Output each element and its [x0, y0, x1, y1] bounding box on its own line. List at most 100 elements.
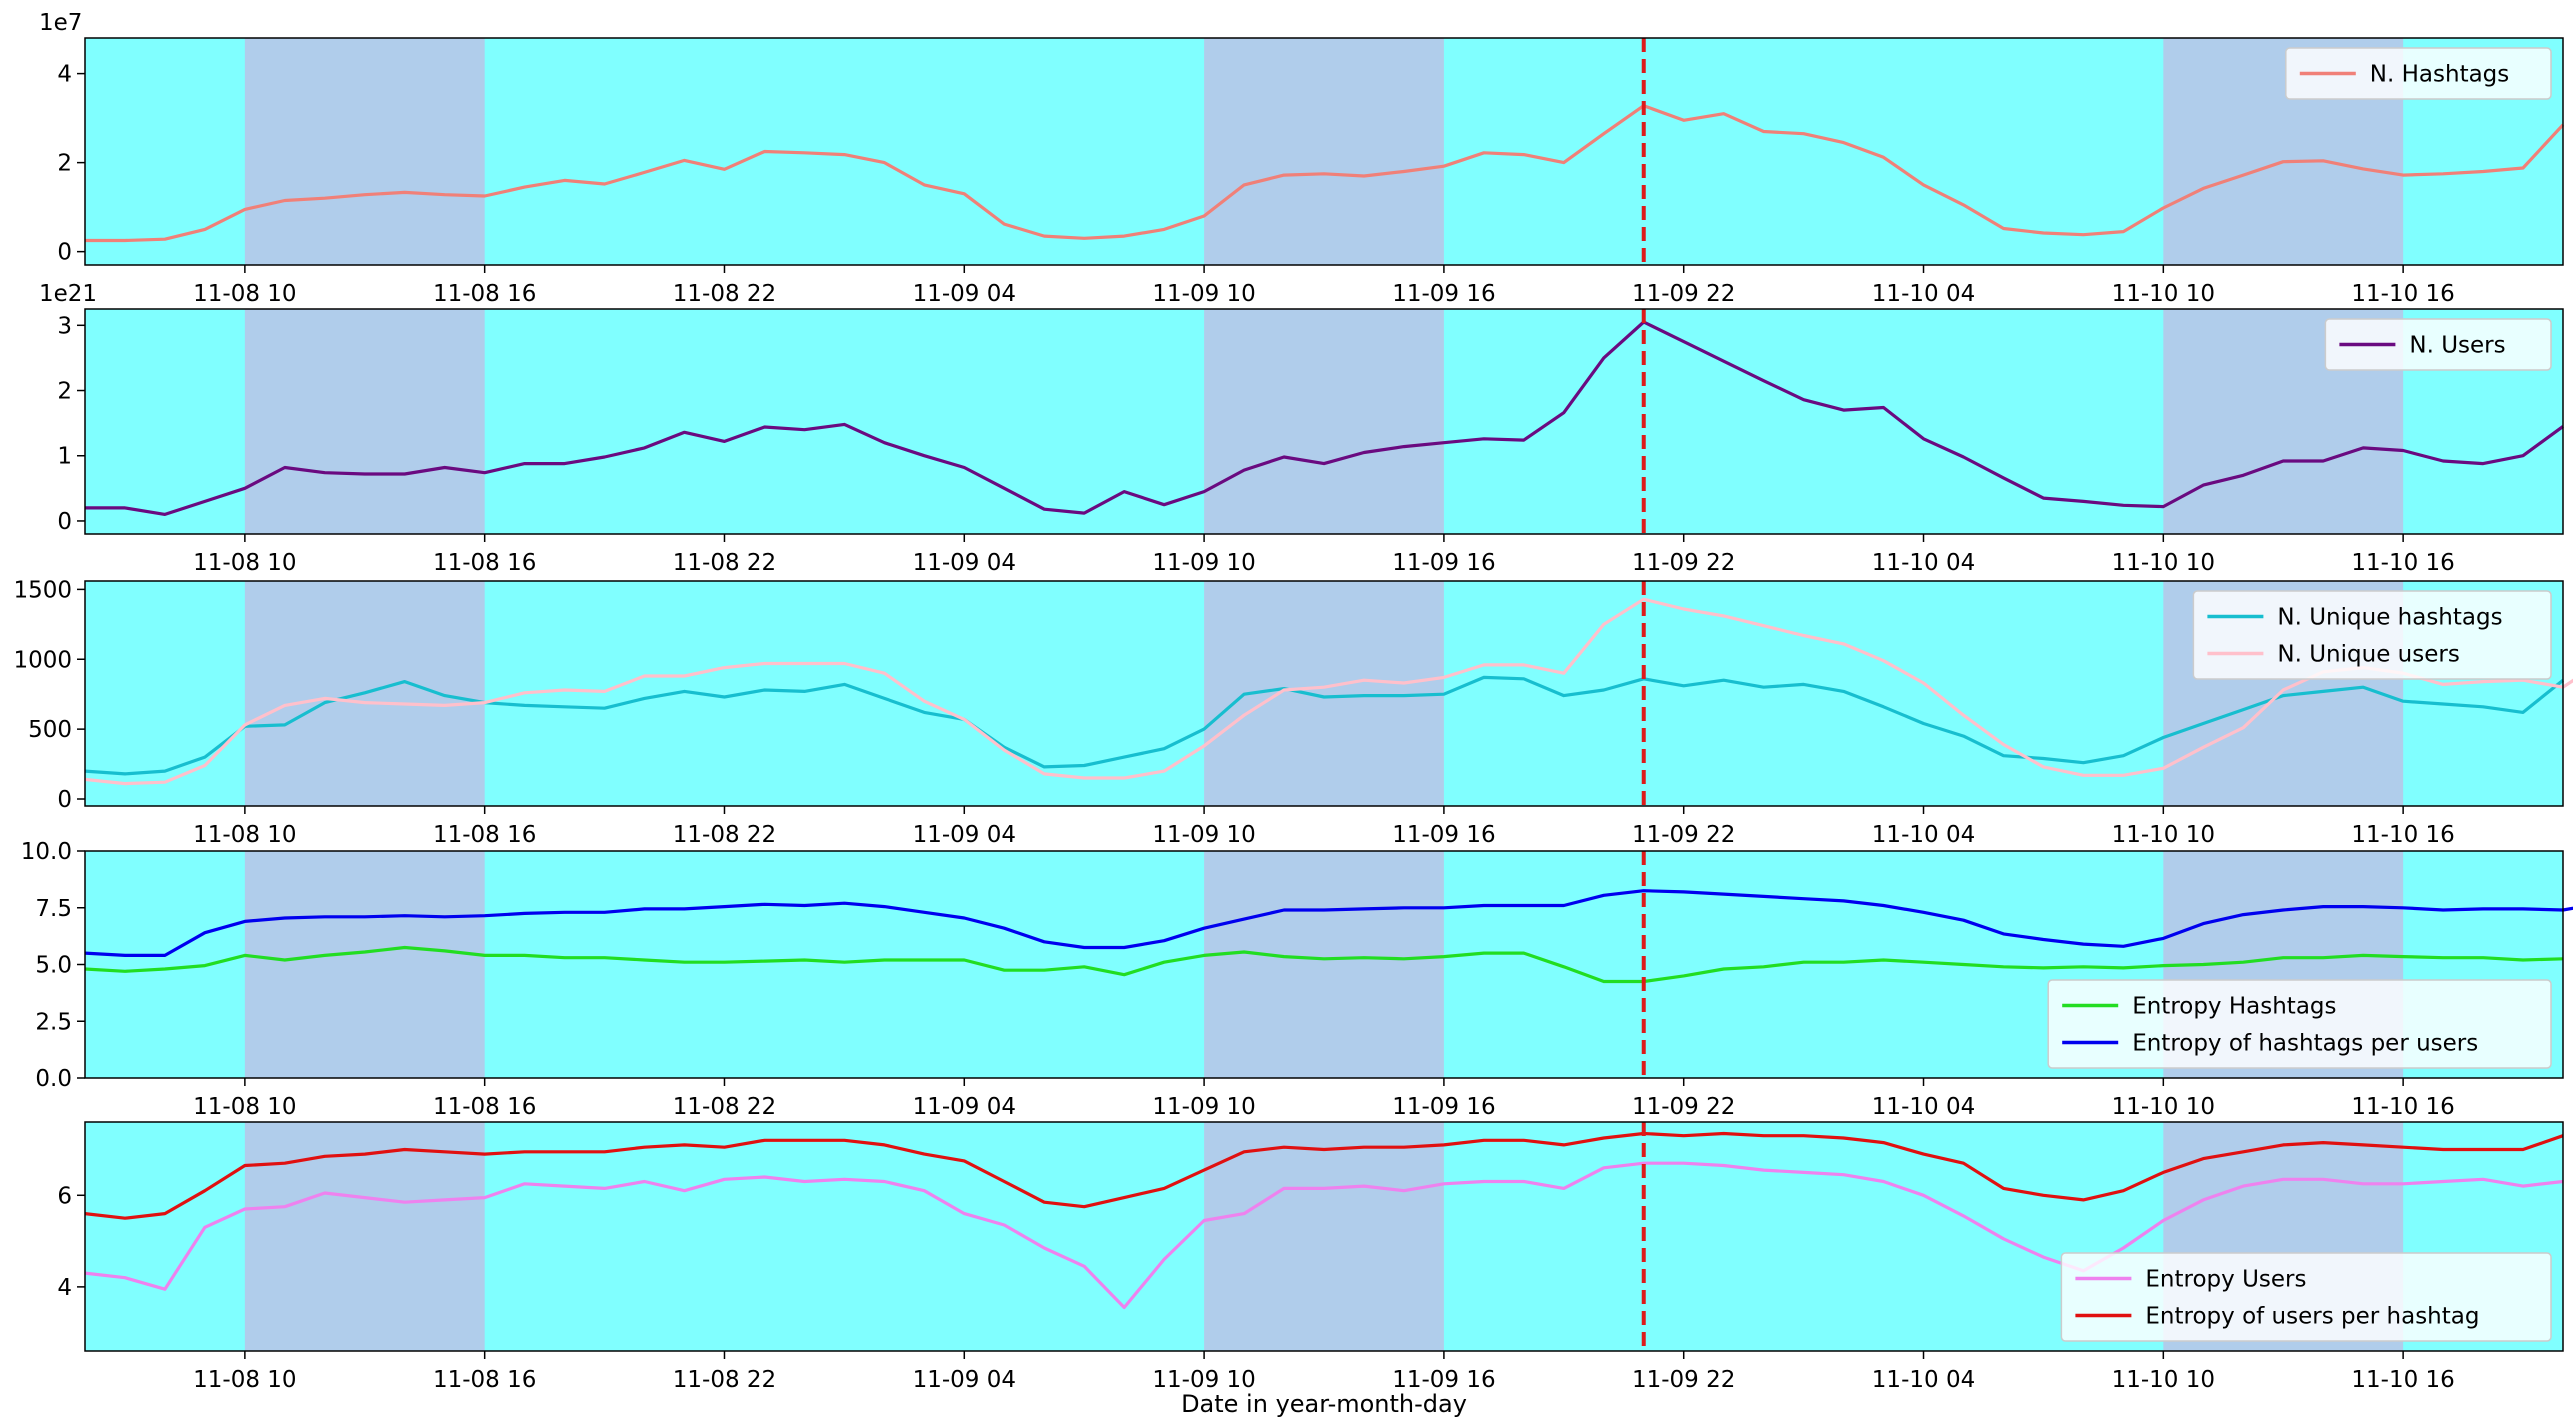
x-tick-label: 11-09 22 — [1632, 822, 1735, 848]
x-tick-label: 11-09 10 — [1152, 281, 1255, 307]
series-line-n-unique-users — [84, 597, 2573, 786]
legend-box — [2285, 47, 2552, 100]
x-tick-label: 11-08 10 — [193, 550, 296, 576]
shaded-band-2 — [1204, 38, 1444, 265]
plot-frame — [84, 1121, 2564, 1352]
x-tick-label: 11-10 10 — [2112, 1094, 2215, 1120]
x-tick-label: 11-09 22 — [1632, 550, 1735, 576]
x-tick-label: 11-08 16 — [433, 1094, 536, 1120]
y-tick-label: 0 — [57, 240, 72, 266]
legend-box — [2060, 1252, 2552, 1342]
x-tick-label: 11-08 16 — [433, 822, 536, 848]
shaded-band-2 — [1204, 1122, 1444, 1351]
y-tick-label: 1500 — [13, 577, 72, 603]
legend-box — [2192, 590, 2552, 680]
y-tick-label: 4 — [57, 1275, 72, 1301]
plot-frame — [84, 308, 2564, 535]
x-tick-label: 11-08 22 — [673, 822, 776, 848]
plot-frame — [84, 580, 2564, 807]
legend-label: Entropy Hashtags — [2132, 994, 2336, 1020]
x-tick-label: 11-08 10 — [193, 1367, 296, 1393]
y-tick-label: 0 — [57, 509, 72, 535]
x-tick-label: 11-10 10 — [2112, 281, 2215, 307]
shaded-band-1 — [244, 309, 485, 534]
legend-label: Entropy Users — [2145, 1267, 2306, 1293]
series-line-entropy-users — [84, 1161, 2564, 1310]
x-tick-label: 11-09 10 — [1152, 550, 1255, 576]
x-tick-label: 11-09 04 — [913, 822, 1016, 848]
x-tick-label: 11-09 04 — [913, 1367, 1016, 1393]
x-tick-label: 11-09 04 — [913, 281, 1016, 307]
legend-label: N. Users — [2409, 333, 2505, 359]
y-tick-label: 2 — [57, 151, 72, 177]
x-tick-label: 11-10 10 — [2112, 550, 2215, 576]
y-tick-label: 500 — [28, 717, 72, 743]
series-line-entropy-of-hashtags-per-users — [84, 889, 2573, 958]
x-tick-label: 11-10 16 — [2351, 1367, 2454, 1393]
x-tick-label: 11-09 16 — [1392, 822, 1495, 848]
legend-label: N. Hashtags — [2370, 62, 2509, 88]
panel-3: 0 500 1000 1500 11-08 10 11-08 16 11-08 22 11-0… — [13, 577, 2573, 848]
x-tick-label: 11-09 10 — [1152, 1367, 1255, 1393]
x-tick-label: 11-10 16 — [2351, 281, 2454, 307]
x-tick-label: 11-08 22 — [673, 281, 776, 307]
y-tick-label: 2.5 — [35, 1009, 72, 1035]
shaded-band-1 — [244, 851, 485, 1078]
y-tick-label: 4 — [57, 62, 72, 88]
y-tick-label: 6 — [57, 1183, 72, 1209]
x-tick-label: 11-09 22 — [1632, 1094, 1735, 1120]
x-tick-label: 11-09 16 — [1392, 550, 1495, 576]
legend: Entropy Users Entropy of users per hashta… — [2060, 1252, 2552, 1342]
x-tick-label: 11-10 16 — [2351, 822, 2454, 848]
x-tick-label: 11-08 10 — [193, 822, 296, 848]
x-tick-label: 11-10 04 — [1872, 1367, 1975, 1393]
legend: N. Users — [2324, 318, 2552, 371]
series-line-entropy-of-users-per-hashtag — [84, 1131, 2564, 1220]
legend-label: Entropy of users per hashtag — [2145, 1304, 2479, 1330]
y-tick-label: 1000 — [13, 647, 72, 673]
y-tick-label: 0.0 — [35, 1066, 72, 1092]
y-tick-label: 1 — [57, 444, 72, 470]
series-line-n-unique-hashtags — [84, 675, 2565, 776]
panel-5: 4 6 11-08 10 11-08 16 11-08 22 11-09 04 11-09 … — [57, 1121, 2564, 1393]
x-tick-label: 11-09 10 — [1152, 822, 1255, 848]
series-line-entropy-hashtags — [84, 945, 2564, 984]
panel-1: 0 2 4 1e7 11-08 10 11-08 16 11-08 22 11-09 04 11… — [39, 10, 2565, 307]
legend-box — [2324, 318, 2552, 371]
x-tick-label: 11-08 16 — [433, 1367, 536, 1393]
x-tick-label: 11-08 22 — [673, 550, 776, 576]
y-offset-label: 1e21 — [39, 281, 97, 307]
shaded-band-1 — [244, 1122, 485, 1351]
y-tick-label: 5.0 — [35, 953, 72, 979]
x-tick-label: 11-08 10 — [193, 281, 296, 307]
legend-label: Entropy of hashtags per users — [2132, 1031, 2478, 1057]
y-tick-label: 3 — [57, 313, 72, 339]
legend-label: N. Unique users — [2277, 642, 2459, 668]
y-tick-label: 2 — [57, 379, 72, 405]
y-offset-label: 1e7 — [39, 10, 82, 36]
x-tick-label: 11-09 22 — [1632, 1367, 1735, 1393]
x-tick-label: 11-09 16 — [1392, 1094, 1495, 1120]
y-tick-label: 10.0 — [21, 839, 72, 865]
y-tick-label: 0 — [57, 787, 72, 813]
x-tick-label: 11-09 22 — [1632, 281, 1735, 307]
legend: Entropy Hashtags Entropy of hashtags per … — [2047, 979, 2552, 1069]
x-tick-label: 11-10 04 — [1872, 822, 1975, 848]
x-tick-label: 11-08 10 — [193, 1094, 296, 1120]
x-tick-label: 11-08 16 — [433, 550, 536, 576]
x-tick-label: 11-10 10 — [2112, 822, 2215, 848]
shaded-band-1 — [244, 38, 485, 265]
x-tick-label: 11-10 04 — [1872, 281, 1975, 307]
panel-2: 0 1 2 3 1e21 11-08 10 11-08 16 11-08 22 11-09 04… — [39, 281, 2564, 576]
x-tick-label: 11-08 16 — [433, 281, 536, 307]
panel-4: 0.0 2.5 5.0 7.5 10.0 11-08 10 11-08 16 11-08 22… — [21, 839, 2573, 1120]
shaded-band-2 — [1204, 851, 1444, 1078]
x-tick-label: 11-09 10 — [1152, 1094, 1255, 1120]
series-line-n-users — [85, 320, 2564, 517]
x-tick-label: 11-09 04 — [913, 550, 1016, 576]
x-tick-label: 11-10 04 — [1872, 1094, 1975, 1120]
y-tick-label: 7.5 — [35, 896, 72, 922]
x-tick-label: 11-10 10 — [2112, 1367, 2215, 1393]
x-axis-label: Date in year-month-day — [1181, 1390, 1467, 1418]
